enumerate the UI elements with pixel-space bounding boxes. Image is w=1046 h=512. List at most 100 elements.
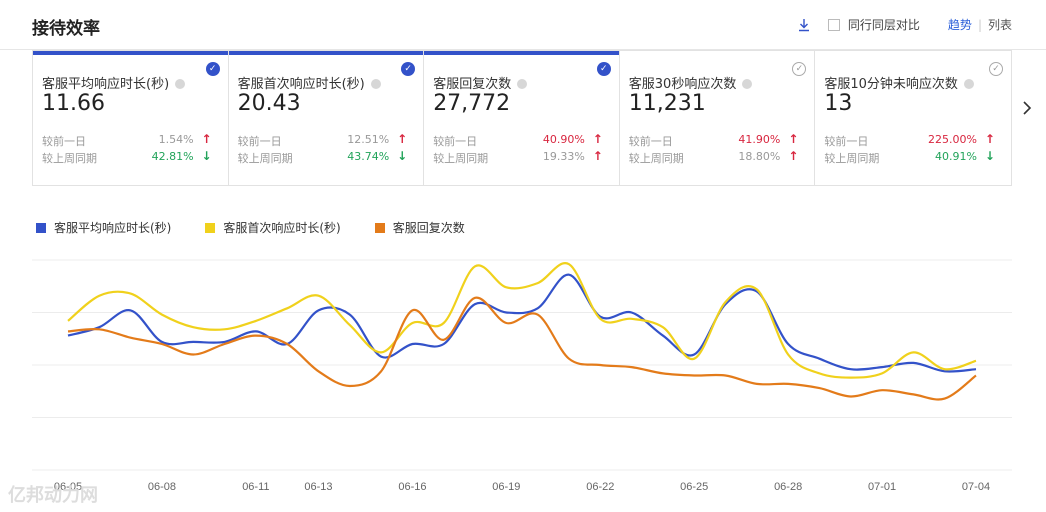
metric-card[interactable]: ✓ 客服首次响应时长(秒) 20.43 较前一日 12.51% ↑ 较上周同期 43.74% ↓	[228, 51, 425, 185]
legend-label: 客服回复次数	[392, 221, 465, 235]
series-line	[67, 262, 977, 379]
compare-label: 较前一日	[824, 135, 869, 148]
legend-swatch	[205, 222, 216, 233]
watermark: 亿邦动力网	[8, 481, 98, 507]
card-value: 11.66	[42, 91, 105, 116]
x-tick-label: 06-08	[148, 481, 176, 493]
trend-chart[interactable]: 06-05 06-08 06-11 06-13 06-16 06-19 06-22 06-25…	[0, 250, 1046, 500]
series-line	[67, 273, 977, 373]
page-header: 接待效率 同行同层对比 趋势 | 列表	[0, 0, 1046, 50]
metric-card[interactable]: ✓ 客服10分钟未响应次数 13 较前一日 225.00% ↑ 较上周同期 40.91% ↓	[815, 51, 1011, 185]
card-value: 11,231	[628, 91, 706, 116]
card-check-icon[interactable]: ✓	[988, 62, 1003, 76]
metric-card[interactable]: ✓ 客服回复次数 27,772 较前一日 40.90% ↑ 较上周同期 19.33% ↑	[424, 51, 620, 185]
card-label-text: 客服回复次数	[433, 77, 512, 92]
compare-value: 225.00% ↑	[928, 132, 995, 149]
compare-value: 12.51% ↑	[347, 132, 407, 149]
card-label-text: 客服10分钟未响应次数	[824, 77, 958, 92]
compare-label: 较前一日	[237, 135, 282, 148]
info-icon[interactable]	[175, 79, 186, 89]
compare-label: 较前一日	[42, 135, 86, 148]
info-icon[interactable]	[963, 79, 974, 89]
arrow-up-icon: ↑	[397, 132, 408, 146]
x-tick-label: 06-25	[680, 481, 708, 493]
legend-swatch	[36, 222, 46, 233]
compare-label: 较前一日	[628, 135, 673, 148]
compare-value-text: 41.90%	[738, 133, 781, 146]
card-label: 客服平均响应时长(秒)	[42, 73, 186, 92]
compare-value-text: 225.00%	[928, 133, 977, 146]
info-icon[interactable]	[370, 79, 381, 89]
compare-value: 1.54% ↑	[159, 132, 212, 149]
view-list-tab[interactable]: 列表	[987, 18, 1012, 32]
compare-label[interactable]: 同行同层对比	[847, 18, 920, 32]
x-tick-label: 06-22	[586, 481, 614, 493]
view-separator: |	[977, 17, 982, 32]
download-icon[interactable]	[798, 18, 810, 32]
compare-label: 较前一日	[433, 135, 478, 148]
compare-row-day: 较前一日 40.90% ↑	[433, 132, 603, 149]
x-tick-label: 07-01	[868, 481, 896, 493]
legend-item[interactable]: 客服首次响应时长(秒)	[205, 219, 341, 236]
x-tick-label: 06-28	[774, 481, 802, 493]
card-label: 客服回复次数	[433, 73, 528, 92]
compare-row-day: 较前一日 225.00% ↑	[824, 132, 995, 149]
compare-value: 43.74% ↓	[347, 149, 407, 166]
info-icon[interactable]	[742, 79, 753, 89]
series-line	[67, 296, 977, 401]
card-value: 27,772	[433, 91, 511, 116]
metric-card[interactable]: ✓ 客服30秒响应次数 11,231 较前一日 41.90% ↑ 较上周同期 18.80% ↑	[620, 51, 816, 185]
compare-label: 较上周同期	[433, 152, 489, 165]
page-title: 接待效率	[32, 19, 100, 39]
metric-cards: ✓ 客服平均响应时长(秒) 11.66 较前一日 1.54% ↑ 较上周同期 42.81% ↓ …	[32, 50, 1012, 186]
compare-row-day: 较前一日 1.54% ↑	[42, 132, 212, 149]
x-tick-label: 07-04	[962, 481, 990, 493]
compare-value: 18.80% ↑	[738, 149, 798, 166]
compare-value-text: 19.33%	[542, 150, 585, 163]
arrow-down-icon: ↓	[397, 149, 408, 163]
compare-value-text: 43.74%	[347, 150, 390, 163]
legend-swatch	[374, 222, 385, 233]
arrow-up-icon: ↑	[592, 149, 603, 163]
card-label-text: 客服平均响应时长(秒)	[42, 77, 170, 92]
compare-row-week: 较上周同期 42.81% ↓	[42, 149, 212, 166]
arrow-up-icon: ↑	[592, 132, 603, 146]
legend-item[interactable]: 客服回复次数	[374, 219, 465, 236]
card-check-icon[interactable]: ✓	[792, 62, 807, 76]
compare-value: 41.90% ↑	[738, 132, 798, 149]
compare-value-text: 12.51%	[347, 133, 390, 146]
card-label: 客服10分钟未响应次数	[824, 73, 974, 92]
compare-label: 较上周同期	[628, 152, 684, 165]
compare-value: 40.91% ↓	[935, 149, 995, 166]
chart-legend: 客服平均响应时长(秒) 客服首次响应时长(秒) 客服回复次数	[36, 219, 499, 236]
x-tick-label: 06-11	[242, 481, 269, 493]
compare-label: 较上周同期	[237, 152, 293, 165]
arrow-up-icon: ↑	[201, 132, 212, 146]
arrow-down-icon: ↓	[201, 149, 212, 163]
compare-row-week: 较上周同期 18.80% ↑	[628, 149, 799, 166]
view-trend-tab[interactable]: 趋势	[947, 18, 972, 32]
arrow-up-icon: ↑	[788, 132, 799, 146]
legend-item[interactable]: 客服平均响应时长(秒)	[36, 219, 171, 236]
compare-value: 19.33% ↑	[542, 149, 603, 166]
arrow-up-icon: ↑	[984, 132, 995, 146]
compare-value: 42.81% ↓	[151, 149, 212, 166]
card-check-icon[interactable]: ✓	[205, 62, 220, 76]
watermark-text: 亿邦动力网	[8, 485, 98, 506]
card-value: 20.43	[237, 91, 301, 116]
compare-value-text: 40.90%	[542, 133, 585, 146]
compare-row-day: 较前一日 12.51% ↑	[237, 132, 408, 149]
info-icon[interactable]	[517, 79, 528, 89]
x-tick-label: 06-13	[304, 481, 332, 493]
compare-row-week: 较上周同期 43.74% ↓	[237, 149, 408, 166]
card-check-icon[interactable]: ✓	[596, 62, 611, 76]
compare-checkbox[interactable]	[827, 18, 840, 31]
compare-label: 较上周同期	[42, 152, 97, 165]
card-check-icon[interactable]: ✓	[401, 62, 416, 76]
legend-label: 客服首次响应时长(秒)	[223, 221, 341, 235]
compare-value-text: 42.81%	[151, 150, 194, 163]
metric-card[interactable]: ✓ 客服平均响应时长(秒) 11.66 较前一日 1.54% ↑ 较上周同期 42.81% ↓	[33, 51, 229, 185]
arrow-down-icon: ↓	[984, 149, 995, 163]
next-cards-button[interactable]	[1022, 100, 1036, 122]
card-label: 客服30秒响应次数	[629, 73, 753, 92]
